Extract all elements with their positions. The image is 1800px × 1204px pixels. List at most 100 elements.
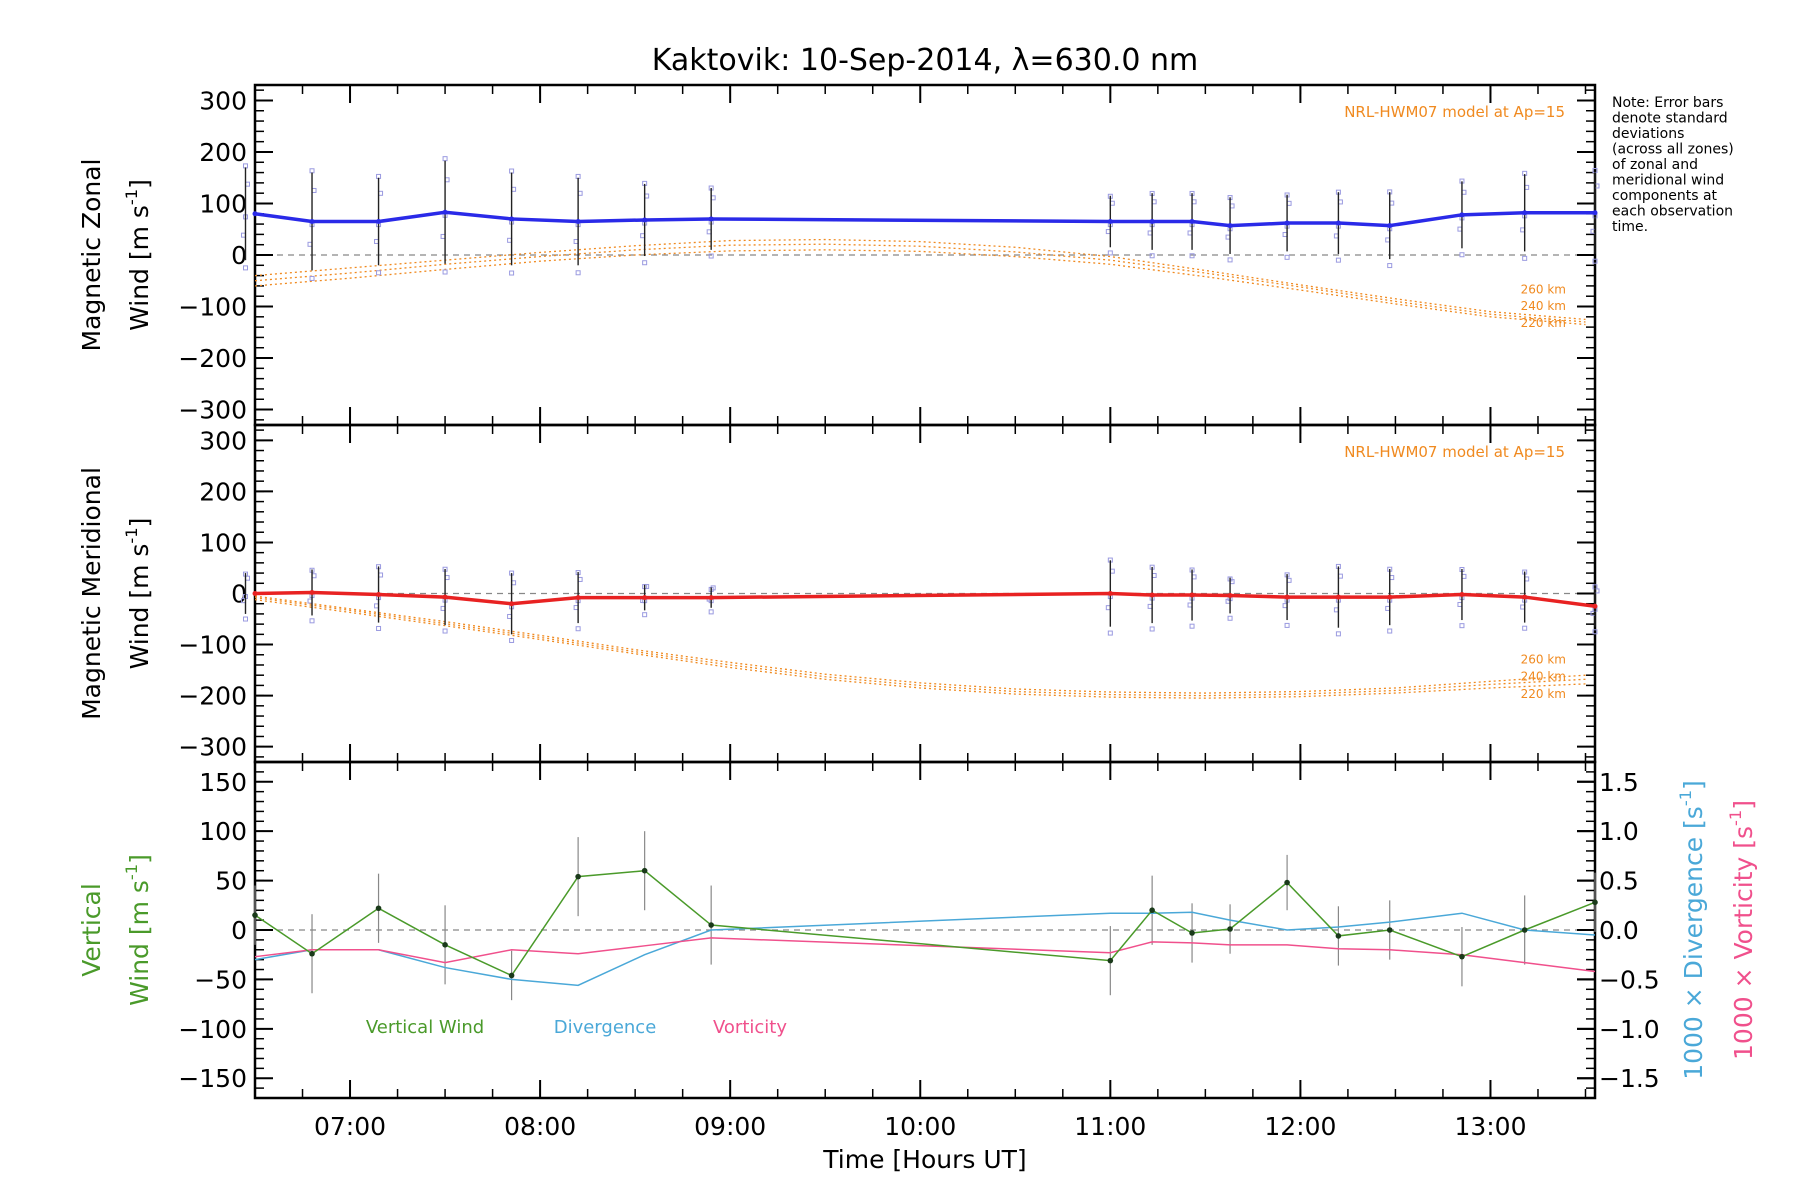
meridional-zone-point <box>1459 623 1465 629</box>
zonal-y-tick-label: −100 <box>178 293 247 322</box>
zonal-wind-point <box>1284 220 1290 226</box>
meridional-y-tick-label: 300 <box>199 426 247 455</box>
vertical-y-tick-label: 0 <box>231 916 247 945</box>
right-y-tick-label: −0.5 <box>1599 965 1660 994</box>
svg-text:Wind [m s-1]: Wind [m s-1] <box>122 179 154 331</box>
zonal-wind-point <box>1522 210 1528 216</box>
meridional-zone-point <box>1522 625 1528 631</box>
meridional-wind-line <box>254 590 1596 609</box>
x-tick-label: 11:00 <box>1074 1112 1146 1141</box>
legend-divergence: Divergence <box>554 1017 657 1038</box>
meridional-y-tick-label: 100 <box>199 528 247 557</box>
vorticity-line <box>254 937 1596 973</box>
meridional-zone-point <box>1189 623 1195 629</box>
vertical-wind-point <box>1459 953 1465 960</box>
vertical-wind-point <box>1335 933 1342 939</box>
divergence-ylabel: 1000 × Divergence [s-1] <box>1676 780 1708 1080</box>
vertical-wind-point <box>575 873 581 880</box>
vertical-wind-point <box>508 972 515 979</box>
right-y-tick-label: −1.5 <box>1599 1064 1660 1093</box>
meridional-zone-point <box>442 628 448 634</box>
zonal-zone-point <box>575 270 581 276</box>
vertical-wind-point <box>252 912 258 918</box>
zonal-zone-point <box>708 253 714 259</box>
right-y-tick-label: 1.5 <box>1599 768 1639 797</box>
vertical-wind-point <box>641 867 648 874</box>
meridional-zone-point <box>1227 615 1233 621</box>
meridional-wind-point <box>1107 591 1113 596</box>
zonal-wind-point <box>376 219 382 225</box>
vertical-wind-point <box>1227 926 1233 932</box>
zonal-wind-point <box>708 216 714 222</box>
vertical-wind-point <box>1149 907 1155 914</box>
zonal-wind-point <box>1459 212 1465 218</box>
vertical-wind-point <box>375 905 382 912</box>
meridional-model-alt_240 <box>254 596 1586 697</box>
zonal-zone-point <box>509 168 515 174</box>
x-tick-label: 07:00 <box>314 1112 386 1141</box>
zonal-wind-line <box>254 210 1595 228</box>
zonal-zone-point <box>1149 253 1155 259</box>
zonal-zone-point <box>1227 257 1233 263</box>
meridional-zone-point <box>575 626 581 632</box>
vertical-wind-point <box>1592 899 1598 906</box>
panel-meridional: −300 −200 −100 0 100 200 300 260 km 240 km 220 km… <box>77 423 1600 764</box>
meridional-zone-point <box>309 618 315 624</box>
zonal-y-tick-label: 300 <box>199 86 247 115</box>
chart-title: Kaktovik: 10-Sep-2014, λ=630.0 nm <box>652 43 1198 78</box>
meridional-y-tick-label: −200 <box>178 682 247 711</box>
meridional-wind-point <box>509 601 515 607</box>
zonal-zone-point <box>442 156 448 162</box>
meridional-model-alt_220 <box>254 598 1586 699</box>
meridional-model-altitude-label: 240 km <box>1521 669 1566 683</box>
right-y-tick-label: −1.0 <box>1599 1015 1660 1044</box>
meridional-zone-point <box>1335 631 1341 637</box>
x-tick-label: 09:00 <box>694 1112 766 1141</box>
zonal-wind-point <box>1335 220 1341 226</box>
meridional-y-tick-label: −300 <box>178 733 247 762</box>
meridional-wind-point <box>1335 594 1341 600</box>
vorticity-ylabel: 1000 × Vorticity [s-1] <box>1726 800 1758 1060</box>
meridional-ylabel-line1: Magnetic Meridional <box>77 467 106 720</box>
zonal-zone-point <box>1189 253 1195 259</box>
zonal-zone-point <box>1459 252 1465 258</box>
vertical-wind-line <box>254 869 1596 977</box>
x-tick-label: 13:00 <box>1454 1112 1526 1141</box>
zonal-wind-point <box>442 209 448 215</box>
meridional-zone-point <box>242 616 248 622</box>
x-axis-label: Time [Hours UT] <box>822 1145 1026 1174</box>
svg-text:Wind [m s-1]: Wind [m s-1] <box>122 854 154 1006</box>
meridional-zone-point <box>708 609 714 615</box>
meridional-wind-point <box>1459 592 1465 598</box>
vertical-wind-point <box>1386 927 1393 933</box>
zonal-wind-point <box>575 219 581 225</box>
vertical-wind-point <box>708 922 714 928</box>
zonal-wind-point <box>1592 210 1598 216</box>
zonal-zone-point <box>309 275 315 281</box>
vertical-ylabel-line1: Vertical <box>77 883 106 977</box>
meridional-zone-point <box>1387 628 1393 634</box>
zonal-model-altitude-label: 220 km <box>1521 316 1566 330</box>
zonal-wind-point <box>309 219 315 225</box>
zonal-zone-point <box>1387 263 1393 269</box>
meridional-wind-point <box>575 595 581 601</box>
vertical-wind-point <box>1521 927 1528 933</box>
vertical-y-tick-label: 50 <box>215 867 247 896</box>
meridional-zone-point <box>376 625 382 631</box>
svg-text:Vertical: Vertical <box>77 883 106 977</box>
x-tick-label: 10:00 <box>884 1112 956 1141</box>
meridional-wind-point <box>1149 592 1155 598</box>
meridional-wind-point <box>309 589 315 595</box>
zonal-zone-point <box>1592 258 1598 264</box>
meridional-wind-point <box>442 594 448 600</box>
legend-vertical-wind: Vertical Wind <box>366 1017 484 1038</box>
zonal-zone-point <box>242 265 248 271</box>
vertical-y-tick-label: −50 <box>194 965 247 994</box>
zonal-wind-point <box>509 216 515 222</box>
zonal-y-tick-label: −300 <box>178 396 247 425</box>
right-y-tick-label: 0.5 <box>1599 867 1639 896</box>
x-tick-label: 08:00 <box>504 1112 576 1141</box>
